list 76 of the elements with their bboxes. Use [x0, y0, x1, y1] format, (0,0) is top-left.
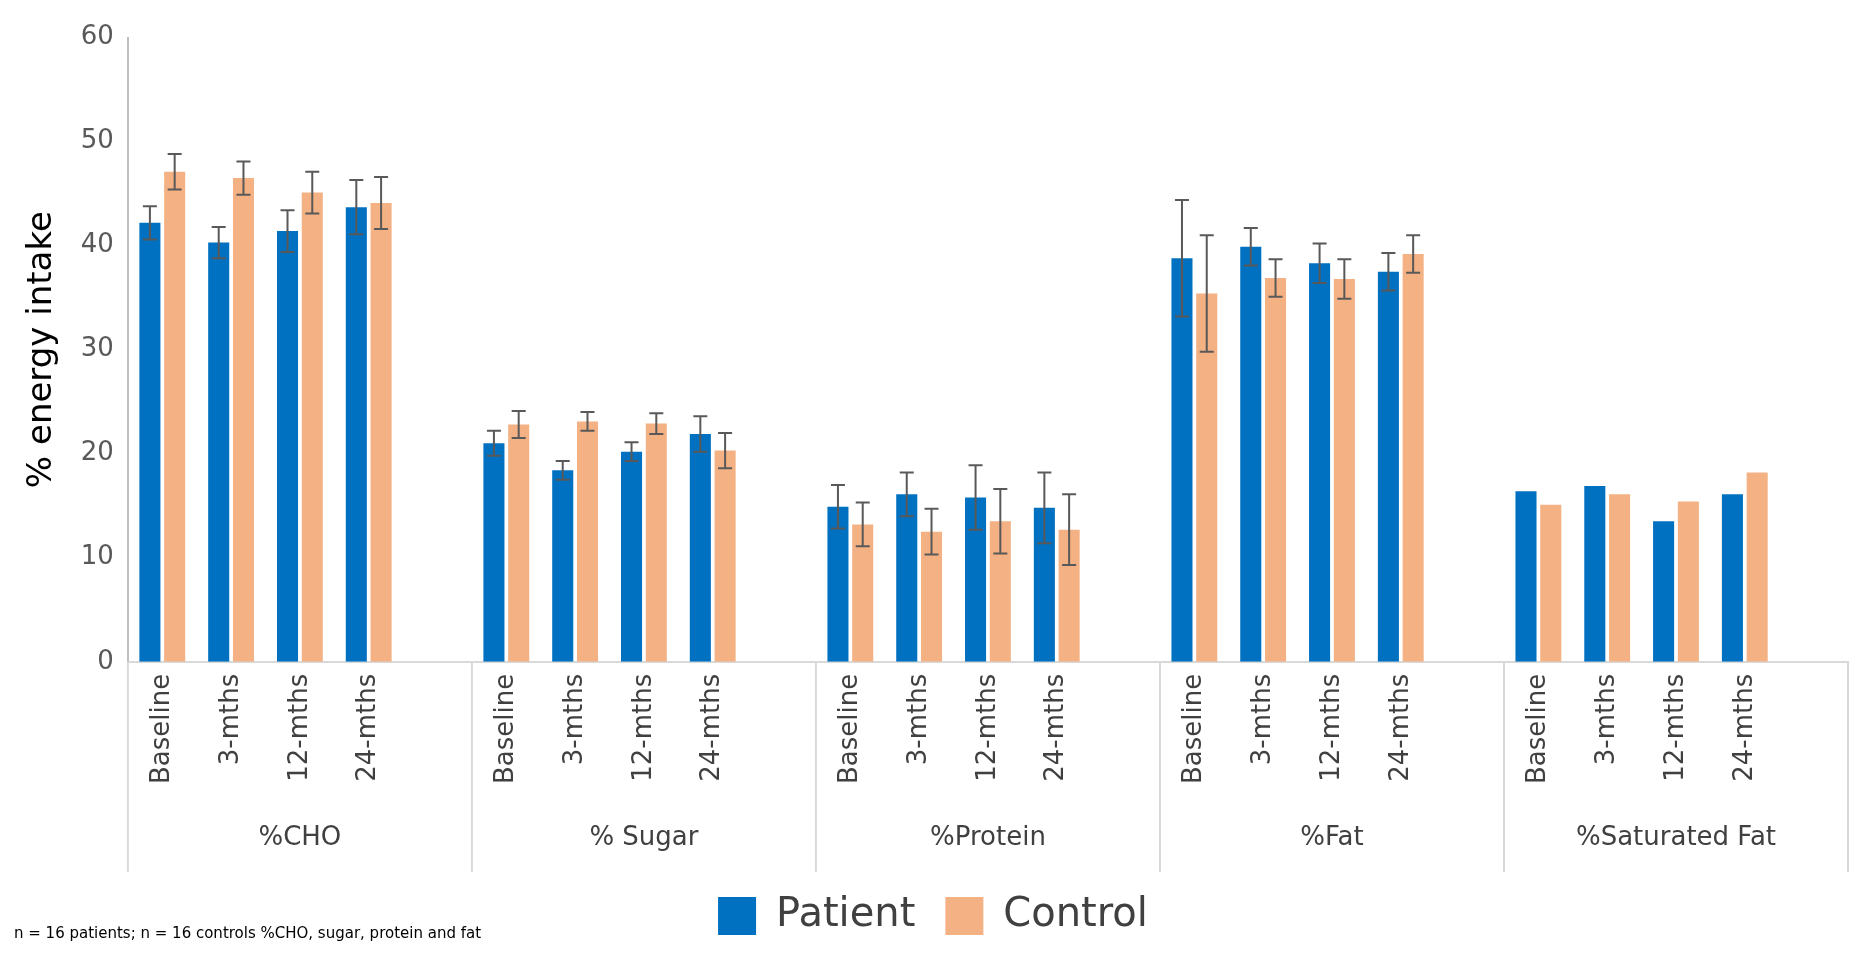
- y-tick-label: 0: [97, 644, 114, 675]
- x-tick-label: 12-mths: [1314, 673, 1345, 782]
- y-tick-label: 60: [80, 20, 114, 51]
- bar: [552, 470, 574, 662]
- bar: [1058, 529, 1080, 662]
- x-tick-label: 3-mths: [1589, 673, 1620, 766]
- bar: [1677, 501, 1699, 662]
- bar: [965, 497, 987, 662]
- bar: [1746, 472, 1768, 662]
- bar: [164, 171, 186, 662]
- bar: [1402, 253, 1424, 662]
- bar: [989, 521, 1011, 662]
- x-tick-label: 3-mths: [901, 673, 932, 766]
- x-tick-label: 12-mths: [970, 673, 1001, 782]
- x-tick-label: 24-mths: [695, 673, 726, 782]
- x-tick-label: 12-mths: [626, 673, 657, 782]
- bar: [852, 524, 874, 662]
- x-tick-label: 3-mths: [213, 673, 244, 766]
- bar: [208, 242, 230, 662]
- y-tick-label: 50: [80, 124, 114, 155]
- bar: [576, 421, 599, 662]
- bar: [1171, 258, 1193, 662]
- bar: [1196, 293, 1218, 662]
- legend-label: Patient: [776, 889, 916, 936]
- x-tick-label: 24-mths: [351, 673, 382, 782]
- text: % Sugar: [589, 820, 699, 851]
- bar: [1540, 504, 1562, 662]
- x-tick-label: Baseline: [1177, 673, 1208, 784]
- y-axis-title: % energy intake: [19, 211, 60, 489]
- bar: [621, 451, 643, 662]
- bar: [1333, 278, 1355, 662]
- bar: [645, 423, 667, 662]
- x-tick-label: 3-mths: [1245, 673, 1276, 766]
- y-tick-label: 40: [80, 228, 114, 259]
- bar: [896, 494, 918, 662]
- bar: [370, 203, 392, 662]
- bar: [1265, 277, 1287, 662]
- bar: [1309, 263, 1331, 662]
- bar: [139, 222, 161, 662]
- x-tick-label: Baseline: [145, 673, 176, 784]
- x-tick-label: 24-mths: [1039, 673, 1070, 782]
- bar: [483, 443, 505, 662]
- bar: [1653, 521, 1675, 662]
- bar: [714, 450, 736, 662]
- bar: [1515, 491, 1537, 662]
- text: %CHO: [258, 820, 342, 851]
- bar: [276, 231, 299, 662]
- bar: [508, 424, 530, 662]
- x-tick-label: 3-mths: [557, 673, 588, 766]
- x-tick-label: Baseline: [489, 673, 520, 784]
- y-tick-label: 30: [80, 332, 114, 363]
- bar: [921, 531, 943, 662]
- y-tick-label: 20: [80, 436, 114, 467]
- bar: [1033, 507, 1055, 662]
- bar: [827, 506, 849, 662]
- bar: [232, 178, 254, 662]
- text: %Fat: [1300, 820, 1364, 851]
- bar: [1240, 246, 1262, 662]
- bar: [345, 207, 367, 662]
- x-tick-label: 12-mths: [282, 673, 313, 782]
- bar: [1609, 494, 1631, 662]
- bar: [1584, 485, 1606, 662]
- bar: [301, 192, 323, 662]
- bar: [1377, 271, 1399, 662]
- bar: [1721, 494, 1743, 662]
- y-tick-label: 10: [80, 540, 114, 571]
- x-tick-label: 12-mths: [1658, 673, 1689, 782]
- bar: [689, 433, 711, 662]
- text: n = 16 patients; n = 16 controls %CHO, sugar, protein and fat: [14, 924, 482, 943]
- x-tick-label: 24-mths: [1727, 673, 1758, 782]
- text: %Saturated Fat: [1575, 820, 1777, 851]
- text: %Protein: [930, 820, 1046, 851]
- legend-label: Control: [1003, 889, 1148, 936]
- x-tick-label: 24-mths: [1383, 673, 1414, 782]
- x-tick-label: Baseline: [1521, 673, 1552, 784]
- x-tick-label: Baseline: [833, 673, 864, 784]
